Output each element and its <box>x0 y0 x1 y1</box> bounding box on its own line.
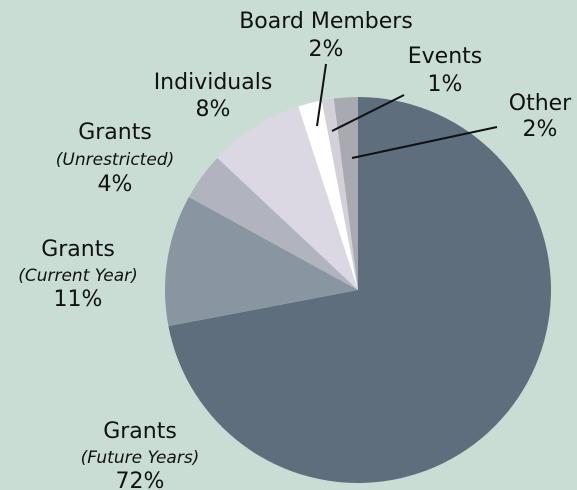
slice-label: Grants <box>41 237 115 262</box>
slice-label: Grants <box>103 419 177 444</box>
pie-slice <box>298 100 358 290</box>
slice-percent: 8% <box>196 97 231 122</box>
leader-line <box>331 94 405 132</box>
pie-slice <box>217 106 358 290</box>
leader-line <box>351 126 498 159</box>
slice-percent: 2% <box>309 37 344 62</box>
slice-percent: 1% <box>428 72 463 97</box>
slice-label: Events <box>408 44 483 69</box>
slice-detail: (Current Year) <box>18 266 138 286</box>
pie-slice <box>168 97 551 483</box>
slice-label: Individuals <box>154 70 273 95</box>
slice-percent: 11% <box>54 287 103 312</box>
slice-percent: 72% <box>116 469 165 490</box>
pie-slice <box>333 97 358 290</box>
pie-slice <box>165 197 358 327</box>
slice-label: Grants <box>78 120 152 145</box>
pie-slice <box>321 98 358 290</box>
leader-line <box>316 63 327 127</box>
slice-percent: 2% <box>523 117 558 142</box>
pie-slice <box>188 157 358 290</box>
slice-percent: 4% <box>98 172 133 197</box>
slice-label: Board Members <box>239 9 413 34</box>
slice-label: Other <box>509 91 572 116</box>
slice-detail: (Future Years) <box>81 448 200 468</box>
slice-detail: (Unrestricted) <box>56 150 174 170</box>
